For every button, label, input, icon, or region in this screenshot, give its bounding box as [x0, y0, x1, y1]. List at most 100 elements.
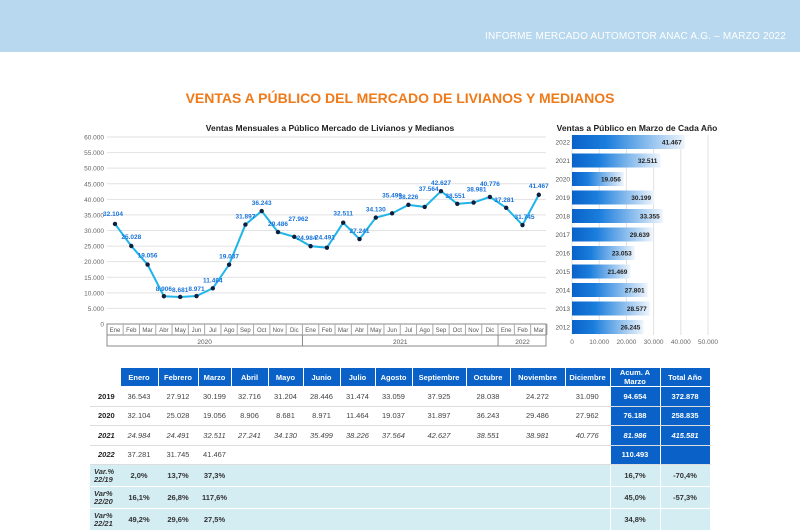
data-label: 31.745	[515, 214, 535, 221]
acum-cell: 34,8%	[609, 508, 661, 531]
empty-cell	[466, 464, 510, 487]
table-cell: 38.226	[340, 425, 375, 446]
data-label: 37.281	[494, 197, 514, 204]
row-label: Var% 22/20	[90, 486, 120, 509]
table-cell	[412, 445, 466, 465]
table-row: 2022 37.281 31.745 41.467 110.493	[90, 444, 711, 465]
table-cell: 27.962	[565, 406, 610, 426]
data-point	[226, 262, 232, 267]
table-cell: 31.090	[565, 386, 610, 407]
y-tick-label: 45.000	[84, 181, 104, 188]
table-cell: 32.104	[120, 406, 158, 426]
table-cell: 34.130	[268, 425, 303, 446]
column-header: Febrero	[157, 367, 199, 387]
total-cell: 415.581	[659, 425, 711, 446]
acum-cell: 81.986	[609, 425, 661, 446]
column-header: Junio	[302, 367, 341, 387]
table-cell	[231, 445, 268, 465]
column-header: Octubre	[465, 367, 511, 387]
table-cell: 8.906	[231, 406, 268, 426]
table-header-row: Enero Febrero Marzo Abril Mayo Junio Julio Agos…	[90, 367, 711, 387]
corner-cell	[90, 367, 120, 387]
table-cell	[466, 445, 510, 465]
y-tick-label: 15.000	[84, 275, 104, 282]
column-header: Noviembre	[509, 367, 566, 387]
table-cell: 36.543	[120, 386, 158, 407]
table-cell: 28.446	[303, 386, 340, 407]
table-cell: 13,7%	[158, 464, 198, 487]
data-label: 32.511	[333, 211, 353, 218]
sales-table: Enero Febrero Marzo Abril Mayo Junio Julio Agos…	[90, 367, 711, 531]
table-cell: 37.281	[120, 445, 158, 465]
data-point	[536, 192, 541, 197]
row-label: 2020	[90, 406, 120, 426]
table-cell: 38.981	[510, 425, 565, 446]
x-tick-label: Nov	[273, 328, 284, 334]
data-label: 41.467	[529, 183, 549, 190]
data-point	[161, 294, 167, 299]
x-tick-label: Sep	[240, 328, 251, 334]
table-cell: 8.971	[303, 406, 340, 426]
x-tick-label: Mar	[338, 328, 348, 334]
data-point	[504, 205, 509, 211]
data-label: 8.681	[172, 287, 189, 294]
row-label: 2021	[90, 425, 120, 446]
table-cell: 37.925	[412, 386, 466, 407]
x-group-label: 2022	[515, 339, 530, 346]
data-point	[210, 286, 215, 291]
x-tick-label: Dic	[486, 328, 495, 334]
table-cell: 24.272	[510, 386, 565, 407]
table-cell: 19.037	[375, 406, 412, 426]
data-label: 36.243	[252, 200, 272, 207]
table-cell	[510, 445, 565, 465]
table-cell: 28.038	[466, 386, 510, 407]
x-group-label: 2020	[197, 339, 212, 346]
total-cell: -70,4%	[659, 464, 711, 487]
total-cell	[659, 444, 711, 465]
data-point	[129, 243, 134, 249]
y-tick-label: 10.000	[84, 290, 104, 297]
table-cell: 8.681	[268, 406, 303, 426]
header-bar: INFORME MERCADO AUTOMOTOR ANAC A.G. – MA…	[0, 0, 800, 52]
column-header: Abril	[230, 367, 269, 387]
y-tick-label: 5.000	[88, 306, 105, 313]
data-point	[194, 293, 199, 299]
table-cell: 40.776	[565, 425, 610, 446]
acum-cell: 16,7%	[609, 464, 661, 487]
data-label: 32.104	[103, 211, 123, 218]
x-tick-label: Feb	[322, 328, 333, 334]
column-header: Marzo	[197, 367, 232, 387]
x-tick-label: Abr	[355, 328, 364, 334]
data-label: 8.906	[156, 286, 173, 293]
x-tick-label: Feb	[517, 328, 528, 334]
data-label: 40.776	[480, 181, 500, 188]
data-point	[243, 222, 248, 227]
empty-cell	[375, 486, 412, 509]
table-cell: 27.912	[158, 386, 198, 407]
data-point	[341, 220, 346, 225]
data-label: 42.627	[431, 180, 451, 187]
data-point	[389, 211, 395, 216]
data-label: 19.037	[219, 254, 239, 261]
table-cell: 11.464	[340, 406, 375, 426]
empty-cell	[565, 508, 610, 531]
table-cell: 29,6%	[158, 508, 198, 531]
table-cell: 30.199	[198, 386, 231, 407]
table-cell: 36.243	[466, 406, 510, 426]
row-label: 2022	[90, 445, 120, 465]
x-tick-label: Nov	[468, 328, 479, 334]
data-point	[406, 202, 411, 208]
empty-cell	[268, 486, 303, 509]
y-tick-label: 50.000	[84, 166, 104, 173]
x-tick-label: Abr	[159, 328, 168, 334]
x-tick-label: Sep	[436, 328, 447, 334]
data-label: 27.962	[288, 216, 308, 223]
table-cell: 35.499	[303, 425, 340, 446]
data-point	[422, 204, 427, 210]
data-label: 8.971	[188, 286, 205, 293]
acum-cell: 110.493	[609, 444, 661, 465]
column-header: Enero	[119, 367, 159, 387]
row-label: 2019	[90, 386, 120, 407]
table-cell: 24.984	[120, 425, 158, 446]
table-cell: 31.745	[158, 445, 198, 465]
